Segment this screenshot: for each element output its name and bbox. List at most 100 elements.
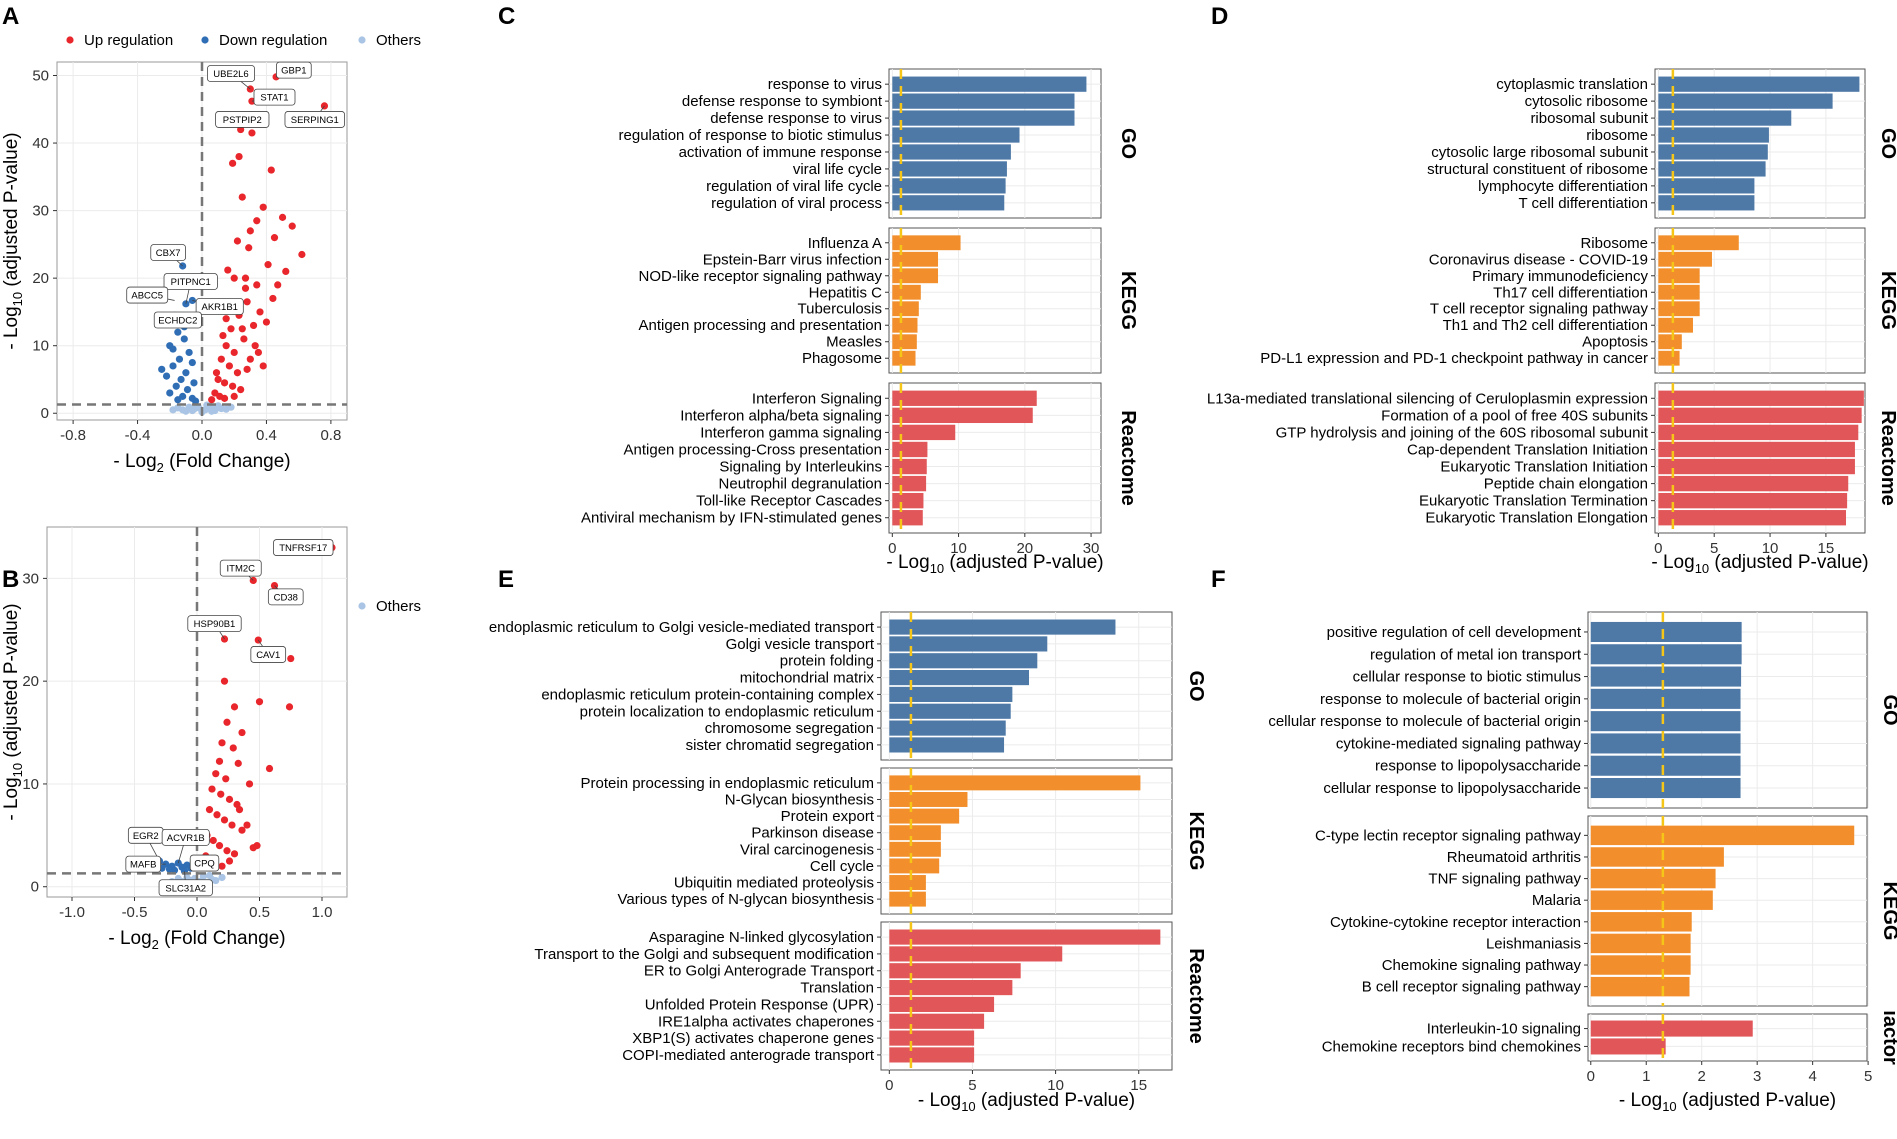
gene-label: HSP90B1 — [194, 619, 236, 630]
bar-Reactome — [889, 1013, 985, 1029]
category-label: Leishmaniasis — [1486, 935, 1581, 952]
category-label: Cytokine-cytokine receptor interaction — [1330, 914, 1581, 931]
gene-label-box — [276, 61, 312, 79]
bar-GO — [1590, 755, 1741, 776]
bar-GO — [1658, 178, 1755, 194]
point-up — [253, 842, 261, 850]
x-axis-title-pre: - Log — [886, 552, 929, 573]
category-label: Interferon alpha/beta signaling — [680, 407, 882, 424]
point-up — [246, 355, 254, 363]
point-up — [234, 759, 242, 767]
category-label: XBP1(S) activates chaperone genes — [632, 1030, 874, 1047]
bar-Reactome — [889, 980, 1013, 996]
bar-GO — [889, 636, 1048, 652]
category-label: Rheumatoid arthritis — [1447, 849, 1581, 866]
gene-label-box — [215, 111, 270, 128]
category-label: B cell receptor signaling pathway — [1362, 979, 1582, 996]
category-label: structural constituent of ribosome — [1427, 161, 1648, 178]
gene-label-box — [150, 244, 186, 261]
category-label: positive regulation of cell development — [1327, 624, 1582, 641]
bar-GO — [889, 619, 1116, 635]
facet-strip-label-KEGG: KEGG — [1117, 271, 1139, 330]
category-label: Protein processing in endoplasmic reticu… — [581, 775, 874, 792]
bar-KEGG — [1590, 868, 1716, 889]
point-up — [215, 842, 224, 850]
category-label: Various types of N-glycan biosynthesis — [617, 891, 874, 908]
point-up — [238, 325, 246, 333]
category-label: Antiviral mechanism by IFN-stimulated ge… — [581, 510, 882, 527]
bar-KEGG — [1658, 251, 1712, 267]
point-up — [222, 342, 230, 350]
point-up — [220, 394, 229, 402]
bar-KEGG — [892, 317, 918, 333]
category-label: regulation of viral process — [711, 195, 882, 212]
category-label: Epstein-Barr virus infection — [703, 251, 882, 268]
gene-label: ACVR1B — [167, 833, 205, 844]
gene-label: UBE2L6 — [213, 69, 248, 80]
x-tick-label: 5 — [1710, 540, 1718, 557]
gene-label: ITM2C — [227, 564, 256, 575]
bar-Reactome — [892, 510, 923, 526]
point-up — [225, 857, 234, 865]
gene-label: SLC31A2 — [165, 883, 206, 894]
bar-KEGG — [1590, 955, 1691, 975]
gene-label: TNFRSF17 — [279, 543, 327, 554]
point-up — [219, 331, 227, 340]
facet-strip-label-GO: GO — [1877, 128, 1897, 159]
bar-KEGG — [889, 858, 940, 874]
x-axis-title-sub: 10 — [1695, 561, 1709, 576]
y-axis-title-sub: 10 — [10, 763, 25, 777]
gene-label-box — [267, 588, 304, 606]
category-label: Eukaryotic Translation Termination — [1419, 493, 1648, 510]
point-up — [220, 635, 229, 643]
point-down — [185, 348, 193, 357]
category-label: Eukaryotic Translation Initiation — [1440, 459, 1648, 476]
category-label: Tuberculosis — [798, 301, 882, 318]
point-up — [220, 816, 229, 824]
category-label: mitochondrial matrix — [740, 670, 875, 687]
point-up — [256, 308, 264, 316]
category-label: Signaling by Interleukins — [719, 459, 882, 476]
category-label: Ribosome — [1580, 235, 1648, 252]
gene-label: CPQ — [194, 859, 215, 870]
point-up — [222, 775, 230, 783]
bar-KEGG — [889, 775, 1141, 791]
bar-KEGG — [889, 891, 926, 907]
category-label: Coronavirus disease - COVID-19 — [1429, 251, 1648, 268]
bar-Reactome — [892, 390, 1037, 406]
enrichment-chart-f: positive regulation of cell development r… — [1268, 611, 1897, 1114]
point-up — [237, 386, 245, 394]
point-up — [298, 250, 306, 259]
point-up — [274, 281, 282, 289]
x-tick-label: 10 — [1762, 540, 1779, 557]
gene-label-box — [163, 273, 218, 290]
bar-Reactome — [1658, 390, 1864, 406]
point-up — [230, 703, 239, 711]
x-axis-title-sub: 2 — [157, 460, 164, 475]
x-tick-label: 5 — [1864, 1068, 1872, 1085]
point-up — [213, 811, 221, 819]
panel-label-c: C — [498, 3, 515, 30]
category-label: Measles — [826, 334, 882, 351]
x-tick-label: 0 — [888, 540, 896, 557]
point-others — [212, 876, 220, 885]
point-up — [287, 654, 295, 663]
x-tick-label: 2 — [1698, 1068, 1706, 1085]
category-label: cytosolic large ribosomal subunit — [1431, 144, 1649, 161]
bar-KEGG — [1658, 334, 1682, 350]
bar-GO — [892, 127, 1020, 143]
category-label: Antigen processing-Cross presentation — [624, 441, 882, 458]
bar-KEGG — [892, 350, 916, 366]
legend-dot-2 — [358, 602, 366, 610]
bar-Reactome — [892, 407, 1033, 424]
point-up — [255, 698, 264, 706]
legend-dot-1 — [201, 36, 209, 44]
bar-KEGG — [892, 334, 917, 350]
category-label: defense response to symbiont — [682, 93, 883, 110]
category-label: Cap-dependent Translation Initiation — [1407, 441, 1648, 458]
point-up — [243, 821, 251, 829]
x-axis-title-sub: 2 — [152, 937, 159, 952]
x-tick-label-3: 0.4 — [256, 427, 277, 444]
category-label: cytoplasmic translation — [1496, 76, 1648, 93]
